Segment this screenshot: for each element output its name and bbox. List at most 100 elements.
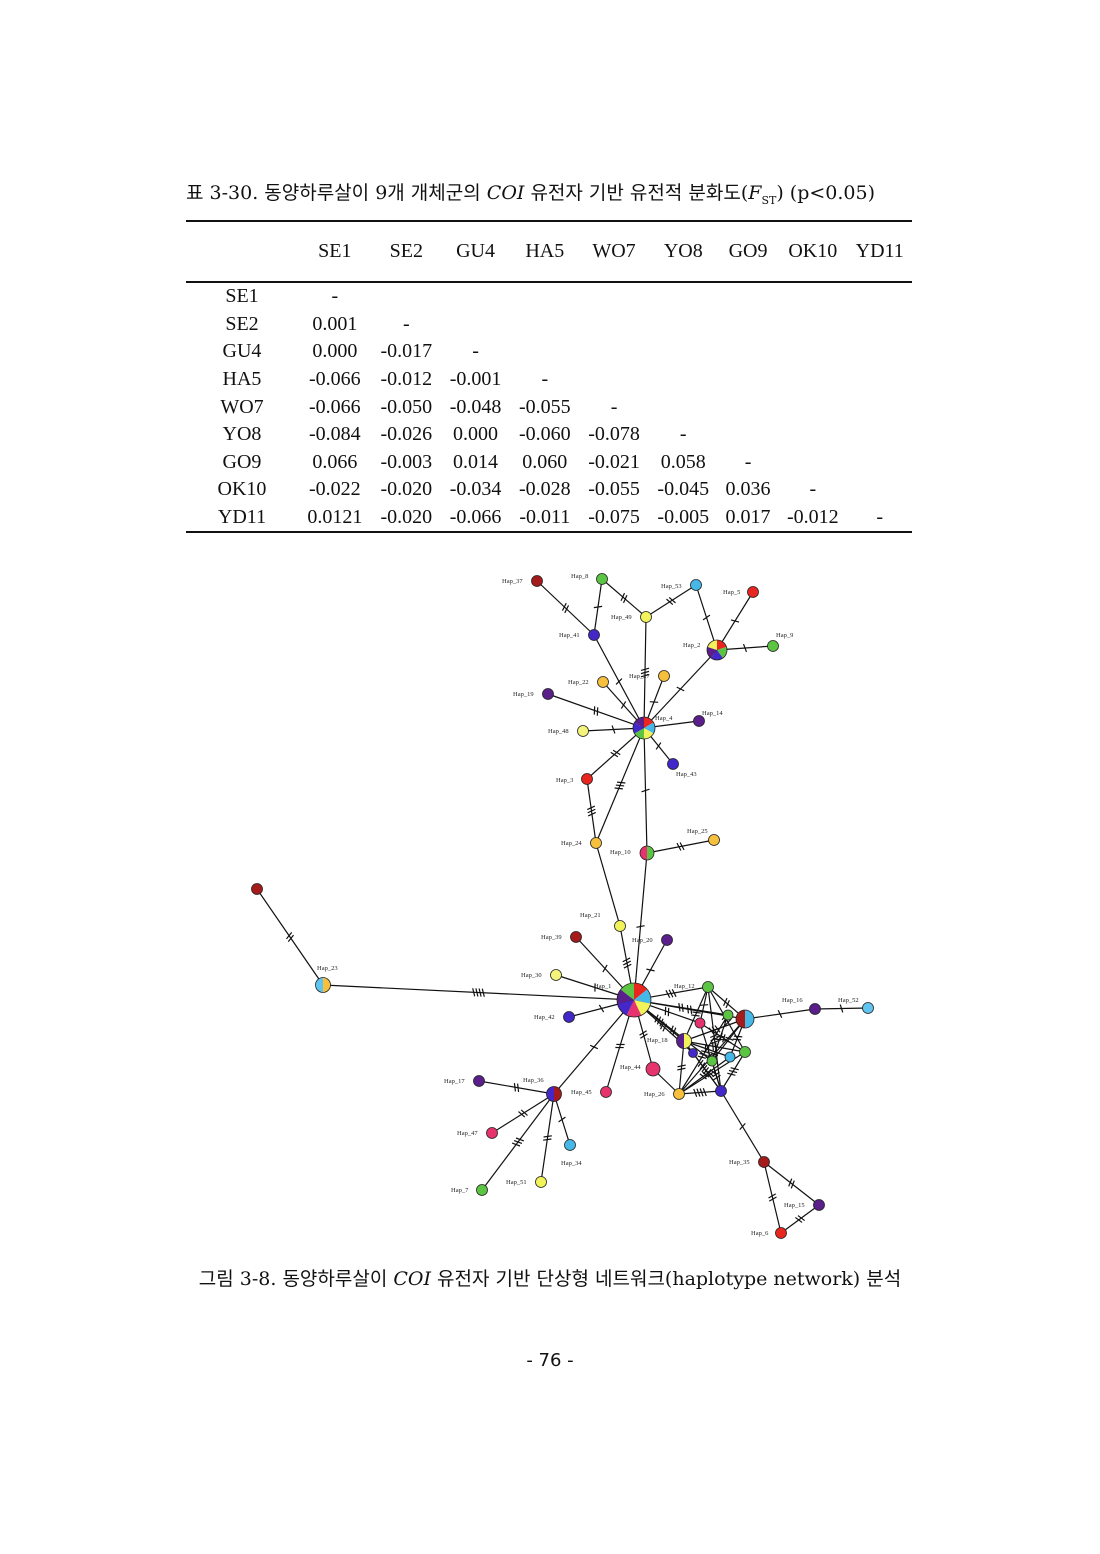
table-cell xyxy=(778,449,847,477)
table-cell: -0.020 xyxy=(380,506,433,529)
mutation-tick xyxy=(689,1005,693,1014)
table-cell: -0.017 xyxy=(380,340,433,363)
haplotype-node xyxy=(473,1075,485,1087)
table-cell: - xyxy=(402,312,410,335)
node-label: Hap_4 xyxy=(655,715,673,722)
haplotype-node xyxy=(758,1156,770,1168)
mutation-tick xyxy=(723,1039,732,1044)
node-label: Hap_42 xyxy=(534,1014,555,1021)
fst-table: SE1 SE2 GU4 HA5 WO7 YO8 GO9 OK10 YD11 SE… xyxy=(186,220,912,533)
mutation-tick xyxy=(710,1036,719,1042)
mutation-tick xyxy=(587,808,596,814)
node-label: Hap_20 xyxy=(632,937,653,944)
table-row: OK10 -0.022 -0.020 -0.034 -0.028 -0.055 -0.045… xyxy=(186,476,912,504)
mutation-tick xyxy=(672,1027,677,1036)
mutation-tick xyxy=(693,1088,698,1097)
table-cell: -0.066 xyxy=(309,395,361,418)
haplotype-node xyxy=(676,1033,692,1049)
node-slice xyxy=(724,1051,736,1063)
column-header: HA5 xyxy=(525,240,565,262)
table-cell: -0.012 xyxy=(380,368,433,391)
haplotype-node xyxy=(590,837,602,849)
mutation-tick xyxy=(620,701,627,709)
mutation-tick xyxy=(513,1139,523,1145)
node-slice xyxy=(708,834,720,846)
haplotype-node xyxy=(588,629,600,641)
node-slice xyxy=(758,1156,770,1168)
table-cell xyxy=(649,393,718,421)
mutation-tick xyxy=(472,988,476,997)
haplotype-node xyxy=(616,982,652,1018)
node-slice xyxy=(706,1055,718,1067)
node-slice xyxy=(809,1003,821,1015)
column-header: YO8 xyxy=(663,240,703,262)
network-labels: Hap_37 Hap_8 Hap_53 Hap_5 Hap_49 Hap_41 Hap_2 H… xyxy=(317,573,859,1237)
mutation-tick xyxy=(636,925,645,928)
node-label: Hap_23 xyxy=(317,965,338,972)
node-label: Hap_24 xyxy=(561,840,582,847)
mutation-tick xyxy=(656,1016,662,1025)
mutation-tick xyxy=(622,957,631,963)
node-label: Hap_27 xyxy=(629,673,650,680)
mutation-tick xyxy=(666,598,674,606)
network-edge xyxy=(646,839,715,854)
column-header: YD11 xyxy=(855,240,904,262)
network-edge xyxy=(645,584,697,618)
mutation-tick xyxy=(725,999,730,1009)
table-cell xyxy=(778,311,847,339)
haplotype-node xyxy=(690,579,702,591)
mutation-tick xyxy=(640,670,650,675)
table-cell xyxy=(441,282,510,311)
haplotype-node xyxy=(597,676,609,688)
mutation-tick xyxy=(676,842,682,851)
table-cell xyxy=(649,338,718,366)
mutation-tick xyxy=(516,1083,520,1092)
node-slice xyxy=(711,650,723,661)
node-slice xyxy=(644,722,656,734)
table-cell: -0.001 xyxy=(449,368,502,391)
table-cell: - xyxy=(541,368,549,391)
mutation-tick xyxy=(681,1003,684,1012)
table-cell xyxy=(579,338,648,366)
column-header: SE2 xyxy=(389,240,423,262)
node-label: Hap_49 xyxy=(611,614,632,621)
mutation-tick xyxy=(286,932,293,940)
node-label: Hap_15 xyxy=(784,1202,805,1209)
mutation-tick xyxy=(669,1025,674,1034)
haplotype-node xyxy=(632,716,656,740)
node-slice xyxy=(626,1000,642,1017)
table-cell xyxy=(718,393,778,421)
mutation-tick xyxy=(518,1111,526,1118)
mutation-tick xyxy=(692,1011,701,1014)
network-edge xyxy=(683,1040,746,1053)
mutation-tick xyxy=(615,784,625,787)
mutation-tick xyxy=(730,619,740,623)
node-slice xyxy=(813,1199,825,1211)
mutation-tick xyxy=(668,596,676,604)
mutation-tick xyxy=(699,1062,706,1070)
haplotype-node xyxy=(531,575,543,587)
haplotype-node xyxy=(661,934,673,946)
mutation-tick xyxy=(708,1027,715,1035)
mutation-tick xyxy=(589,1044,599,1050)
mutation-tick xyxy=(623,963,632,969)
mutation-tick xyxy=(649,701,659,703)
table-cell: 0.000 xyxy=(453,423,499,446)
table-cell xyxy=(778,366,847,394)
column-header: WO7 xyxy=(592,240,636,262)
mutation-tick xyxy=(602,964,608,973)
node-label: Hap_30 xyxy=(521,972,542,979)
mutation-tick xyxy=(659,1018,664,1027)
node-slice xyxy=(564,1139,576,1151)
node-label: Hap_8 xyxy=(571,573,588,580)
table-cell: -0.022 xyxy=(309,478,361,501)
table-cell: - xyxy=(331,285,339,308)
network-edge xyxy=(322,984,635,1001)
mutation-tick xyxy=(706,1052,714,1059)
node-slice xyxy=(658,670,670,682)
haplotype-node xyxy=(550,969,562,981)
haplotype-node xyxy=(486,1127,498,1139)
table-row: GU4 0.000 -0.017 - xyxy=(186,338,912,366)
network-edge xyxy=(678,1056,731,1095)
mutation-tick xyxy=(795,1216,803,1223)
